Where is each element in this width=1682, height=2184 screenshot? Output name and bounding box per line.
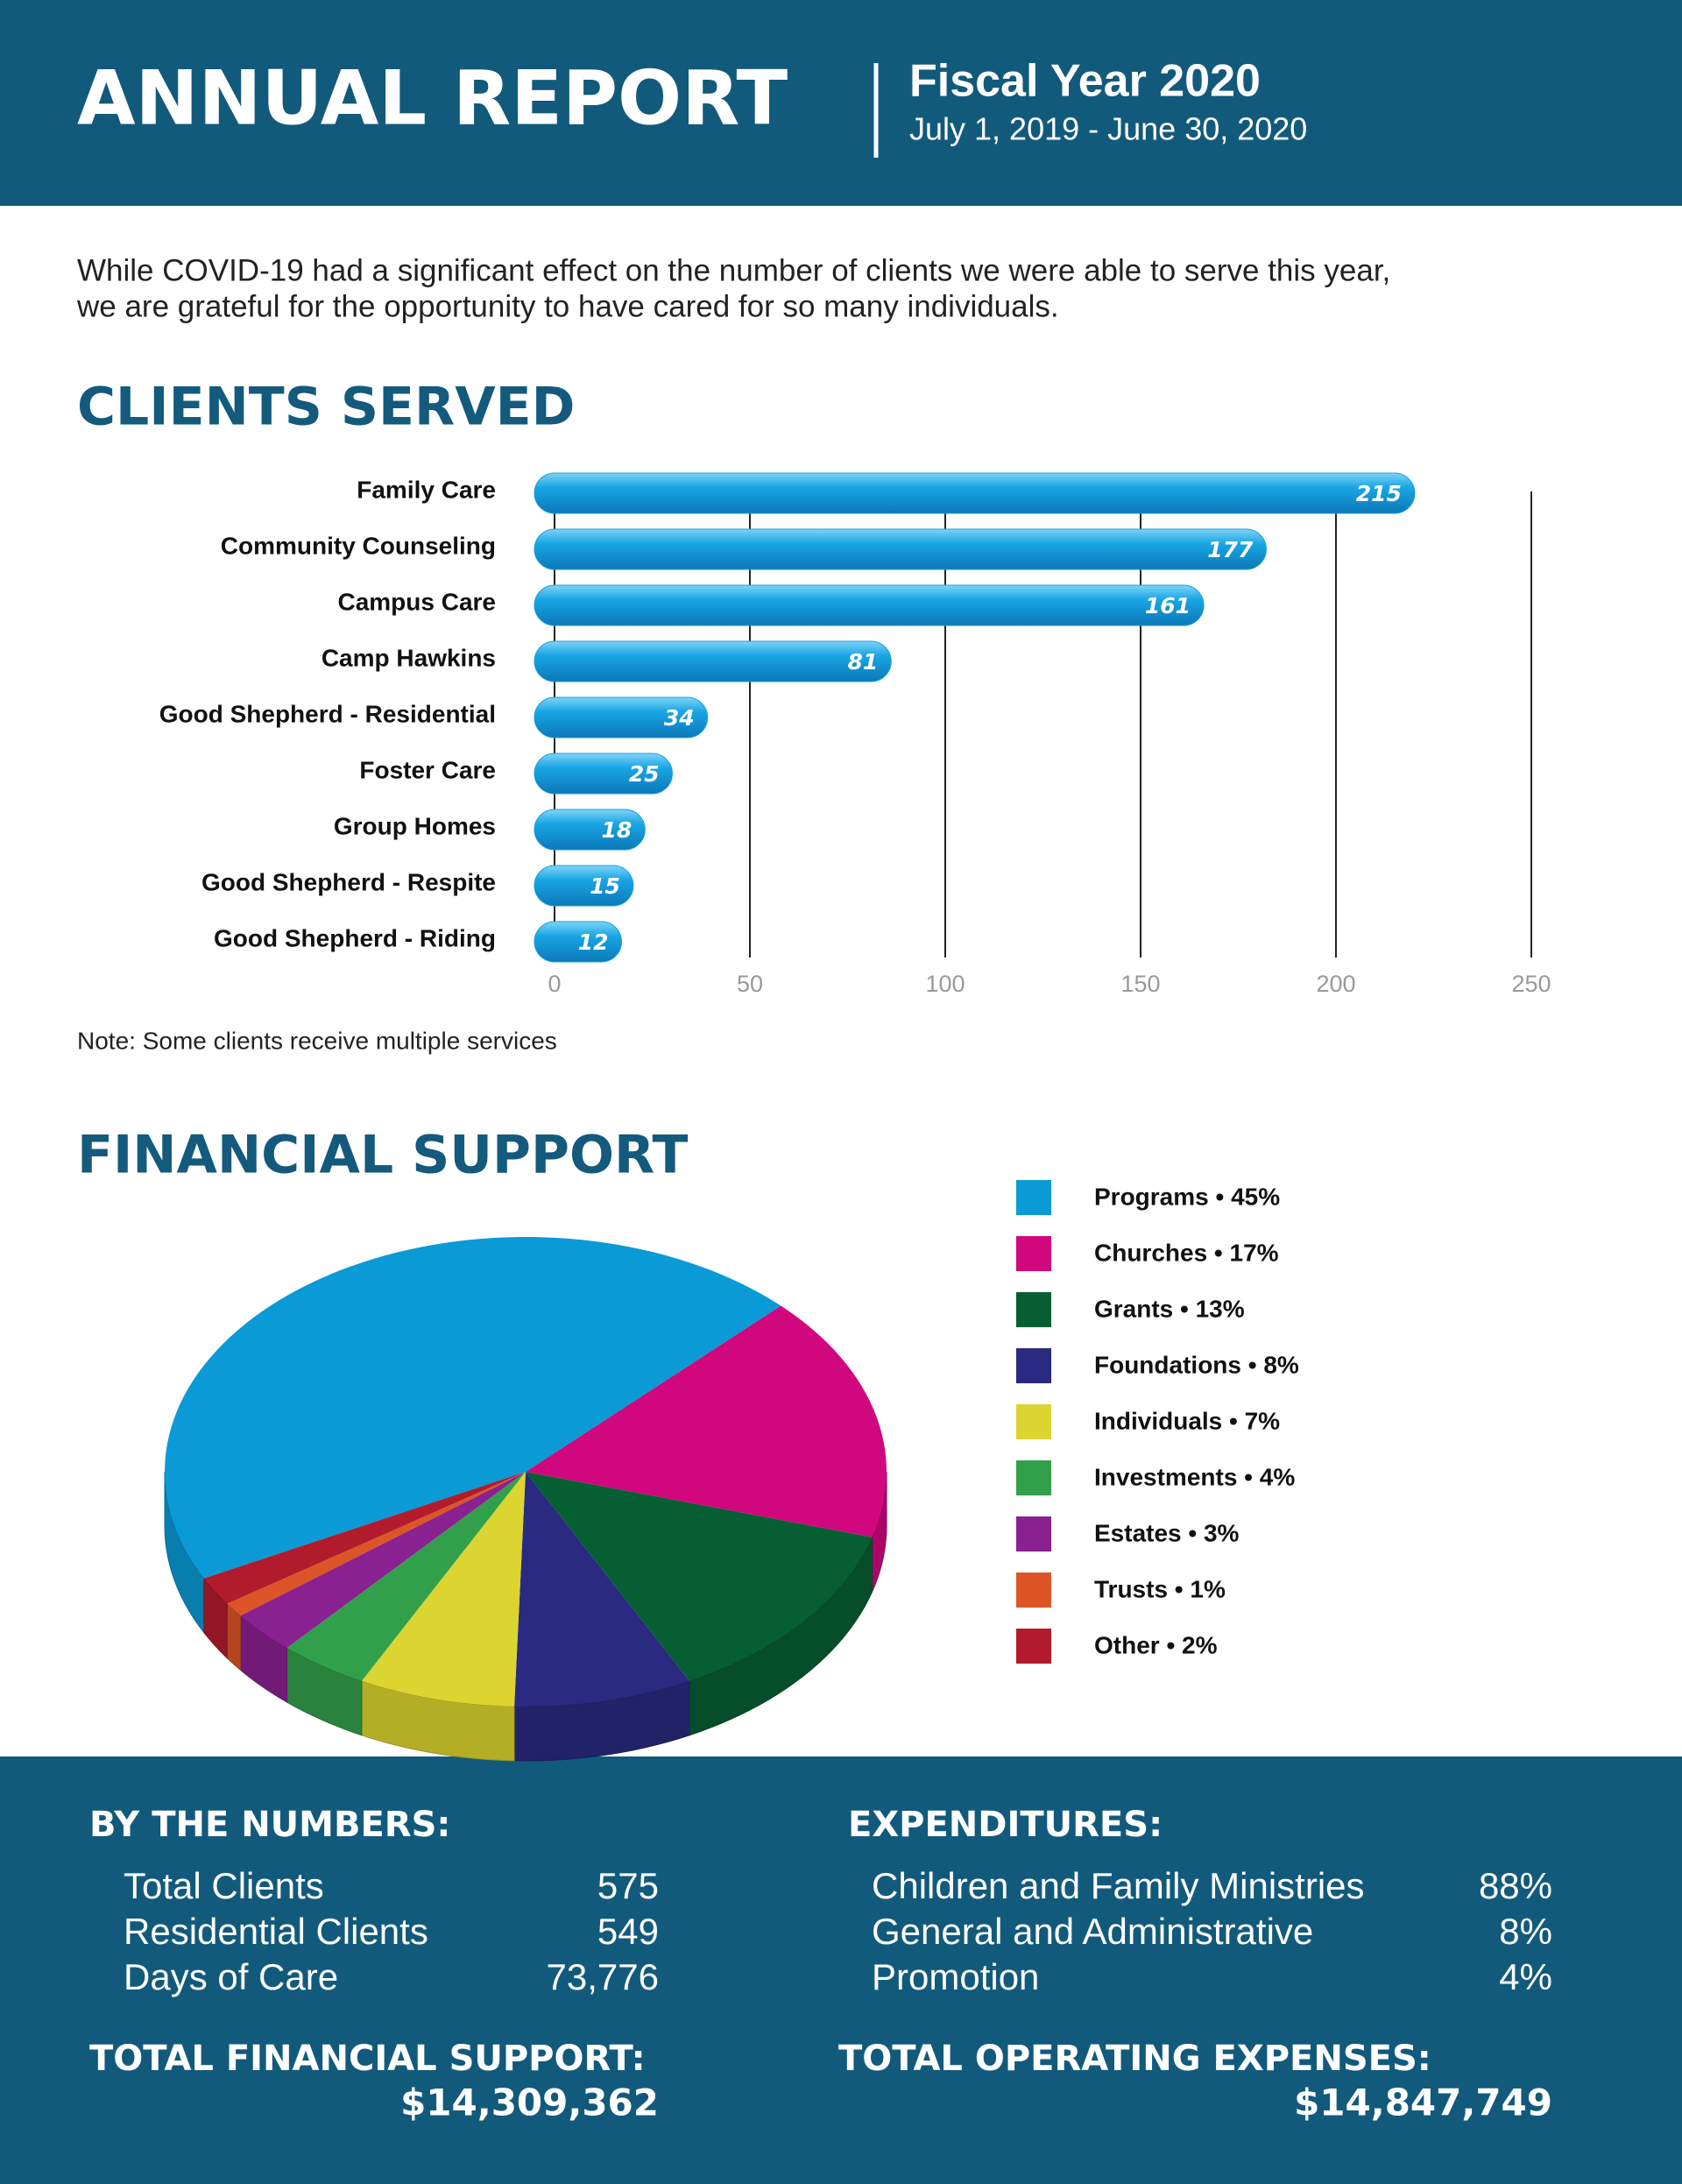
row-value: 73,776 xyxy=(547,1956,659,1997)
bar xyxy=(534,809,646,851)
legend-swatch xyxy=(1016,1573,1051,1608)
data-label: 12 xyxy=(578,929,609,955)
data-label: 161 xyxy=(1145,593,1191,618)
chart-note: Note: Some clients receive multiple serv… xyxy=(77,1027,557,1054)
bar xyxy=(534,472,1416,514)
data-label: 25 xyxy=(629,761,660,787)
pie-slice xyxy=(361,1472,526,1707)
pie-slice xyxy=(286,1472,526,1681)
legend-swatch xyxy=(1016,1629,1051,1664)
y-tick-label: Foster Care xyxy=(359,756,496,783)
bar xyxy=(534,640,892,682)
pie-side xyxy=(164,1471,205,1635)
pie-slice xyxy=(203,1472,526,1604)
bar xyxy=(534,865,634,907)
pie-slice xyxy=(227,1472,526,1616)
pie-slice xyxy=(165,1237,781,1579)
row-value: 88% xyxy=(1479,1865,1552,1906)
total-label: TOTAL FINANCIAL SUPPORT: xyxy=(89,2039,646,2079)
total-value: $14,847,749 xyxy=(1294,2082,1552,2124)
footer-band xyxy=(0,1756,1682,2184)
legend-label: Programs • 45% xyxy=(1094,1183,1280,1210)
x-tick-label: 0 xyxy=(548,971,561,997)
data-label: 34 xyxy=(664,705,695,731)
legend-label: Estates • 3% xyxy=(1094,1519,1240,1546)
legend-swatch xyxy=(1016,1460,1051,1495)
legend-label: Investments • 4% xyxy=(1094,1463,1295,1490)
row-label: Promotion xyxy=(872,1956,1039,1997)
row-value: 575 xyxy=(597,1865,659,1906)
legend-label: Grants • 13% xyxy=(1094,1295,1245,1322)
y-tick-label: Camp Hawkins xyxy=(322,644,496,671)
expenditures-title: EXPENDITURES: xyxy=(848,1805,1163,1845)
bar xyxy=(534,696,709,739)
pie-slice xyxy=(240,1472,526,1649)
pie-slice xyxy=(514,1472,690,1707)
data-label: 18 xyxy=(601,817,632,843)
row-label: General and Administrative xyxy=(872,1911,1313,1952)
report-title: ANNUAL REPORT xyxy=(77,54,788,142)
legend-swatch xyxy=(1016,1180,1051,1215)
data-label: 15 xyxy=(590,873,620,899)
bar xyxy=(534,753,673,795)
bar xyxy=(534,584,1205,626)
section-title: FINANCIAL SUPPORT xyxy=(77,1125,688,1186)
bar xyxy=(534,528,1267,570)
x-tick-label: 200 xyxy=(1316,971,1355,997)
intro-line: we are grateful for the opportunity to h… xyxy=(76,289,1059,323)
x-tick-label: 100 xyxy=(925,971,965,997)
legend-label: Other • 2% xyxy=(1094,1631,1218,1658)
legend-label: Foundations • 8% xyxy=(1094,1351,1299,1378)
pie-slice xyxy=(526,1472,873,1681)
row-value: 8% xyxy=(1499,1911,1552,1952)
row-label: Residential Clients xyxy=(124,1911,428,1952)
row-value: 549 xyxy=(597,1911,659,1952)
pie-slice xyxy=(526,1305,887,1537)
data-label: 215 xyxy=(1356,481,1402,506)
row-label: Days of Care xyxy=(124,1956,338,1997)
y-tick-label: Group Homes xyxy=(334,812,496,839)
legend-swatch xyxy=(1016,1292,1051,1327)
header-band xyxy=(0,0,1682,206)
legend-swatch xyxy=(1016,1348,1051,1383)
legend-label: Trusts • 1% xyxy=(1094,1575,1226,1602)
y-tick-label: Good Shepherd - Respite xyxy=(201,868,496,895)
x-tick-label: 250 xyxy=(1511,971,1551,997)
legend-label: Individuals • 7% xyxy=(1094,1407,1280,1434)
fiscal-year: Fiscal Year 2020 xyxy=(909,56,1261,107)
legend-swatch xyxy=(1016,1516,1051,1551)
y-tick-label: Family Care xyxy=(357,476,496,503)
bar xyxy=(534,921,623,963)
y-tick-label: Community Counseling xyxy=(221,532,496,559)
numbers-title: BY THE NUMBERS: xyxy=(89,1805,450,1845)
period: July 1, 2019 - June 30, 2020 xyxy=(909,111,1307,147)
total-label: TOTAL OPERATING EXPENSES: xyxy=(838,2039,1431,2079)
intro-line: While COVID-19 had a significant effect … xyxy=(77,253,1390,287)
row-label: Total Clients xyxy=(124,1865,324,1906)
x-tick-label: 150 xyxy=(1120,971,1160,997)
row-value: 4% xyxy=(1499,1956,1552,1997)
y-tick-label: Good Shepherd - Residential xyxy=(159,700,496,727)
y-tick-label: Good Shepherd - Riding xyxy=(214,924,496,951)
y-tick-label: Campus Care xyxy=(337,588,496,615)
x-tick-label: 50 xyxy=(737,971,763,997)
legend-label: Churches • 17% xyxy=(1094,1239,1279,1266)
total-value: $14,309,362 xyxy=(400,2082,659,2124)
legend-swatch xyxy=(1016,1404,1051,1439)
data-label: 177 xyxy=(1207,537,1254,562)
row-label: Children and Family Ministries xyxy=(872,1865,1365,1906)
section-title: CLIENTS SERVED xyxy=(77,377,575,438)
data-label: 81 xyxy=(847,649,878,675)
legend-swatch xyxy=(1016,1236,1051,1271)
